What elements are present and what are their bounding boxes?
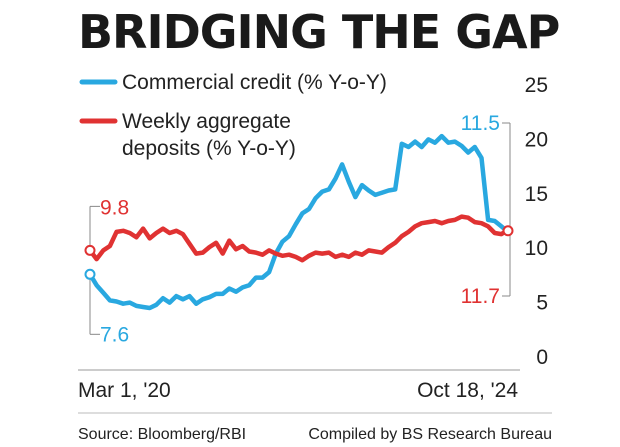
legend-label-deposits-line2: deposits (% Y-o-Y): [122, 137, 296, 160]
marker-credit-start: [84, 268, 96, 280]
series-line-credit: [87, 133, 511, 311]
chart-title: BRIDGING THE GAP: [78, 5, 559, 59]
y-tick-label: 5: [536, 292, 548, 315]
legend-label-deposits: Weekly aggregate: [122, 110, 291, 133]
marker-end: [502, 225, 514, 237]
y-tick-label: 25: [525, 74, 548, 97]
x-tick-start: Mar 1, '20: [78, 379, 171, 402]
x-tick-end: Oct 18, '24: [417, 379, 518, 402]
label-deposits-end: 11.7: [461, 285, 500, 308]
label-credit-end: 11.5: [461, 112, 500, 135]
legend-label-credit: Commercial credit (% Y-o-Y): [122, 71, 387, 94]
annotations: 9.8 7.6 11.5 11.7: [84, 112, 514, 346]
footer-source: Source: Bloomberg/RBI: [78, 426, 246, 443]
y-tick-label: 15: [525, 183, 548, 206]
label-credit-start: 7.6: [100, 323, 129, 346]
y-axis: 0 5 10 15 20 25: [525, 74, 548, 369]
label-deposits-start: 9.8: [100, 196, 129, 219]
y-tick-label: 0: [536, 346, 548, 369]
marker-deposits-start: [84, 244, 96, 256]
legend: Commercial credit (% Y-o-Y) Weekly aggre…: [79, 71, 387, 160]
y-tick-label: 10: [525, 237, 548, 260]
series-line-deposits: [87, 214, 511, 263]
footer-compiled: Compiled by BS Research Bureau: [308, 426, 552, 443]
series-group: [87, 133, 511, 311]
y-tick-label: 20: [525, 128, 548, 151]
